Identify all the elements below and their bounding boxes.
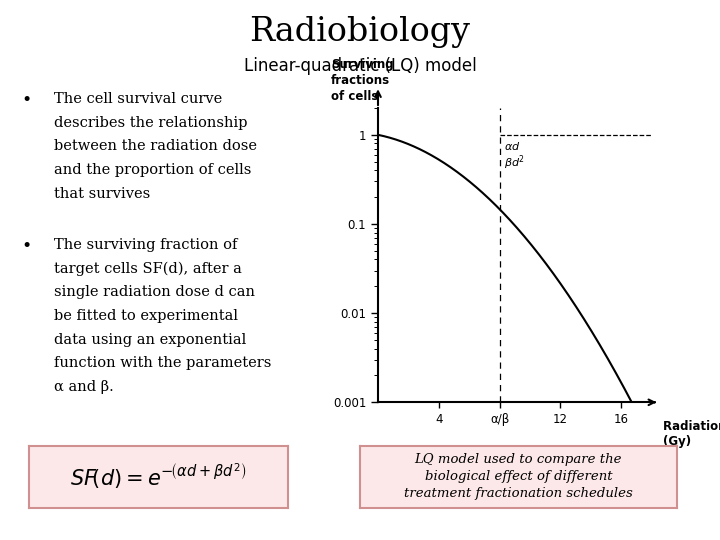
Text: LQ model used to compare the
biological effect of different
treatment fractionat: LQ model used to compare the biological … — [404, 453, 633, 500]
Text: be fitted to experimental: be fitted to experimental — [54, 309, 238, 323]
Text: Linear-quadratic (LQ) model: Linear-quadratic (LQ) model — [243, 57, 477, 75]
Text: function with the parameters: function with the parameters — [54, 356, 271, 370]
Text: The cell survival curve: The cell survival curve — [54, 92, 222, 106]
Text: target cells SF(d), after a: target cells SF(d), after a — [54, 261, 242, 276]
Text: that survives: that survives — [54, 187, 150, 201]
Text: Radiation dose
(Gy): Radiation dose (Gy) — [662, 420, 720, 448]
Text: data using an exponential: data using an exponential — [54, 333, 246, 347]
Text: •: • — [22, 238, 32, 254]
Text: between the radiation dose: between the radiation dose — [54, 139, 257, 153]
Text: The surviving fraction of: The surviving fraction of — [54, 238, 238, 252]
Text: and the proportion of cells: and the proportion of cells — [54, 163, 251, 177]
Text: α and β.: α and β. — [54, 380, 114, 394]
Text: •: • — [22, 92, 32, 109]
Text: Radiobiology: Radiobiology — [250, 16, 470, 48]
Text: Surviving
fractions
of cells: Surviving fractions of cells — [331, 58, 394, 103]
Text: $SF\!\left(d\right)=e^{-\!\left(\alpha d+\beta d^{2}\right)}$: $SF\!\left(d\right)=e^{-\!\left(\alpha d… — [71, 462, 246, 491]
Text: single radiation dose d can: single radiation dose d can — [54, 285, 255, 299]
Text: describes the relationship: describes the relationship — [54, 116, 248, 130]
Text: $\alpha d$: $\alpha d$ — [504, 140, 521, 152]
Text: $\beta d^2$: $\beta d^2$ — [504, 153, 526, 172]
